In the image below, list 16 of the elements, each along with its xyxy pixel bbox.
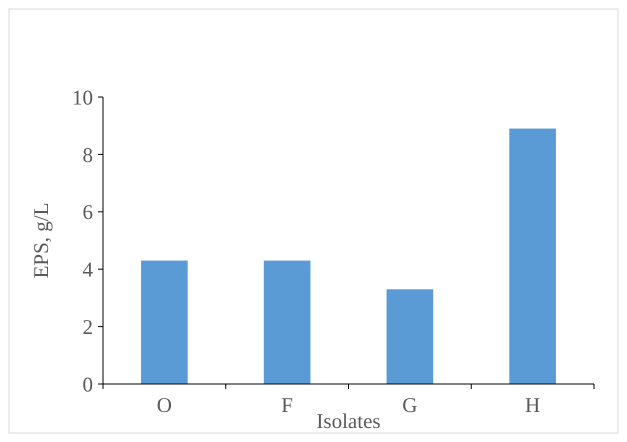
bar: [141, 260, 188, 384]
y-axis-title: EPS, g/L: [29, 202, 53, 278]
y-tick-label: 8: [82, 142, 93, 167]
bar: [264, 260, 310, 384]
x-tick-label: G: [402, 393, 418, 417]
bar: [386, 289, 434, 384]
x-tick-label: H: [525, 393, 540, 417]
y-tick-label: 0: [82, 372, 93, 396]
x-tick-label: O: [156, 393, 172, 417]
bar: [509, 128, 556, 384]
y-tick-label: 10: [72, 85, 93, 110]
y-tick-label: 2: [82, 314, 93, 339]
x-axis-title: Isolates: [316, 409, 381, 433]
x-tick-label: F: [281, 393, 293, 417]
y-tick-label: 4: [82, 258, 94, 282]
y-tick-label: 6: [82, 200, 93, 224]
